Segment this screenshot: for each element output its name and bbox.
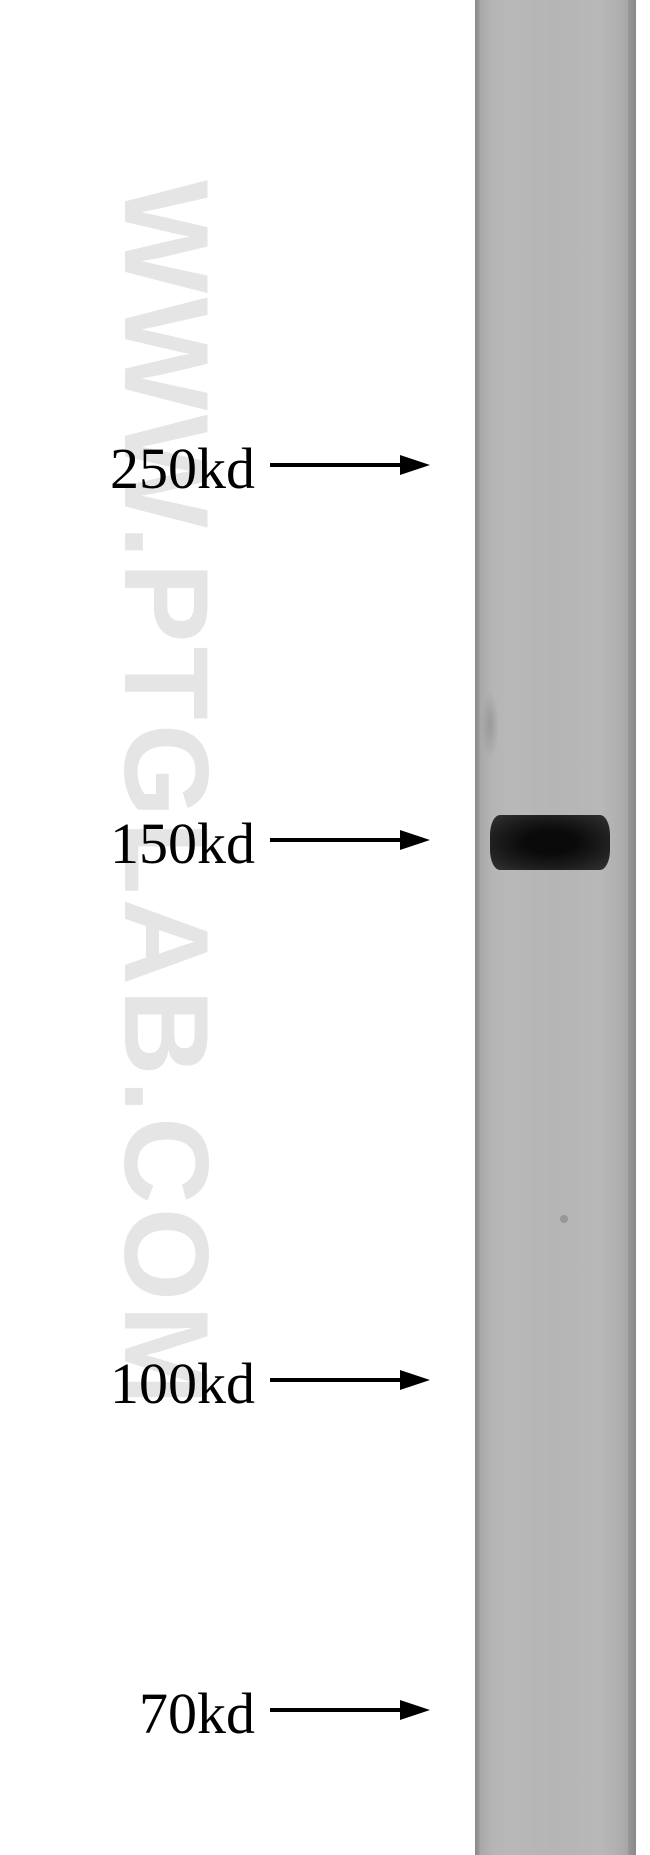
- gel-lane: [480, 0, 630, 1855]
- protein-band-150kd: [490, 815, 610, 870]
- marker-arrow-250kd: [265, 440, 435, 490]
- western-blot-figure: WWW.PTGLAB.COM 250kd 150kd 100kd 70kd: [0, 0, 650, 1855]
- marker-label-150kd: 150kd: [55, 810, 255, 877]
- watermark-text: WWW.PTGLAB.COM: [97, 180, 235, 1409]
- marker-arrow-150kd: [265, 815, 435, 865]
- artifact-edge-spot: [481, 690, 499, 760]
- lane-right-edge: [628, 0, 636, 1855]
- marker-arrow-70kd: [265, 1685, 435, 1735]
- marker-arrow-100kd: [265, 1355, 435, 1405]
- artifact-small-dot: [560, 1215, 568, 1223]
- marker-label-70kd: 70kd: [55, 1680, 255, 1747]
- marker-label-100kd: 100kd: [55, 1350, 255, 1417]
- marker-label-250kd: 250kd: [55, 435, 255, 502]
